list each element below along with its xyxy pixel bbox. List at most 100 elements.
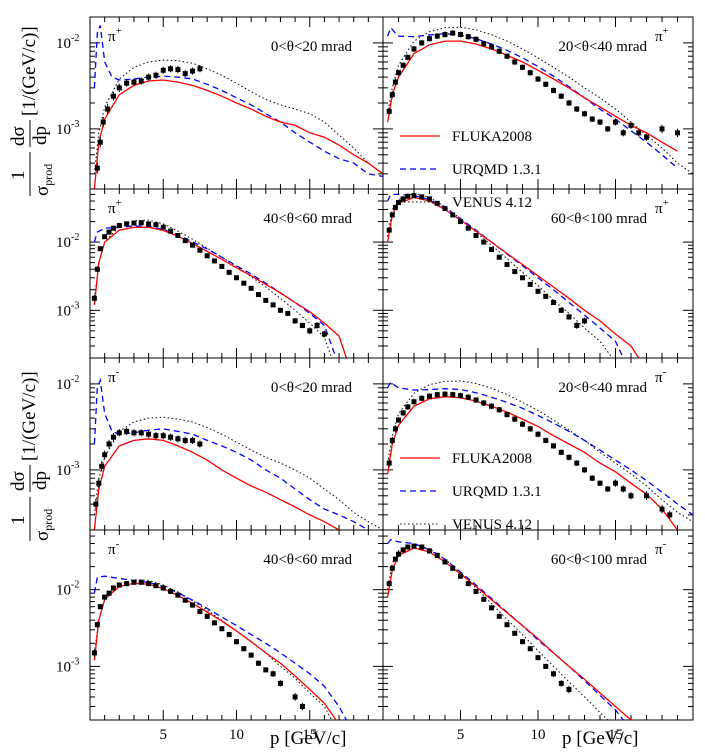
y-ticks	[383, 357, 693, 531]
data-points	[91, 220, 327, 338]
data-point	[589, 475, 595, 481]
fluka-curve	[93, 438, 340, 530]
data-point	[535, 288, 541, 294]
legend-bottom: FLUKA2008 URQMD 1.3.1 VENUS 4.12	[400, 451, 542, 533]
fluka-curve	[386, 40, 678, 152]
model-curves	[386, 380, 693, 530]
fluka-curve	[93, 226, 348, 358]
y-title-dsigma: dσ	[8, 471, 29, 491]
data-point	[93, 501, 99, 507]
x-tick-label: 10	[229, 727, 244, 743]
legend-urqmd-label: URQMD 1.3.1	[452, 484, 542, 500]
data-point	[605, 486, 611, 492]
data-point	[160, 585, 166, 591]
y-tick-label: 10-2	[56, 33, 79, 52]
y-title-dp: dp	[30, 126, 51, 145]
data-point	[597, 480, 603, 486]
data-point	[146, 74, 152, 80]
x-tick-label: 5	[457, 727, 465, 743]
data-point	[442, 391, 448, 397]
particle-label: π-	[655, 538, 667, 558]
data-point	[527, 70, 533, 76]
data-point	[124, 428, 130, 434]
data-point	[504, 53, 510, 59]
data-point	[160, 433, 166, 439]
data-point	[389, 212, 395, 218]
data-point	[219, 626, 225, 632]
data-point	[489, 246, 494, 252]
data-point	[520, 421, 525, 427]
data-points	[386, 30, 680, 141]
data-point	[442, 32, 448, 38]
legend-venus-label: VENUS 4.12	[452, 195, 532, 211]
data-point	[124, 581, 130, 587]
data-point	[241, 646, 247, 652]
data-point	[314, 322, 320, 328]
panel-pim_40_60: 10-3 10-2 5 10 15 40<θ<60 mrad π-	[56, 529, 384, 743]
data-point	[558, 93, 564, 99]
data-point	[400, 196, 406, 202]
data-points	[93, 427, 203, 510]
y-tick-exponent: -3	[71, 300, 79, 311]
data-point	[197, 441, 203, 447]
angle-label: 20<θ<40 mrad	[558, 380, 647, 396]
data-point	[496, 48, 502, 54]
x-tick-label: 5	[160, 727, 168, 743]
data-point	[405, 544, 411, 550]
data-point	[212, 620, 218, 626]
data-point	[504, 622, 510, 628]
data-point	[190, 68, 196, 74]
venus-curve	[387, 380, 693, 523]
particle-charge: -	[116, 366, 120, 378]
data-point	[396, 70, 401, 76]
data-point	[496, 407, 502, 413]
x-ticks	[398, 358, 678, 530]
particle-label: π+	[108, 197, 122, 217]
data-point	[574, 460, 580, 466]
data-point	[168, 434, 174, 440]
data-point	[434, 552, 440, 558]
data-point	[102, 594, 108, 600]
model-curves	[93, 219, 348, 358]
particle-charge: +	[116, 25, 122, 37]
model-curves	[386, 26, 693, 175]
data-point	[248, 285, 254, 291]
data-point	[138, 78, 144, 84]
data-point	[94, 165, 100, 171]
urqmd-curve	[93, 377, 369, 530]
data-point	[450, 392, 456, 398]
data-point	[204, 253, 210, 259]
particle-label: π-	[655, 366, 667, 386]
data-point	[450, 212, 456, 218]
venus-curve	[93, 219, 333, 358]
data-point	[97, 246, 103, 252]
particle-charge: +	[663, 197, 669, 209]
panel-pip_40_60: 10-3 10-2 40<θ<60 mrad π+	[56, 188, 384, 359]
data-point	[106, 441, 112, 447]
data-point	[427, 36, 432, 42]
data-point	[512, 269, 518, 275]
data-point	[458, 393, 463, 399]
data-point	[396, 551, 401, 557]
data-point	[489, 403, 494, 409]
y-tick-label: 10-3	[56, 656, 79, 675]
data-point	[520, 639, 525, 645]
y-tick-exponent: -2	[71, 580, 79, 591]
x-tick-label: 10	[531, 727, 546, 743]
urqmd-curve	[93, 575, 347, 720]
data-point	[543, 663, 549, 669]
data-point	[102, 452, 108, 458]
data-point	[419, 544, 425, 550]
data-point	[458, 573, 463, 579]
data-point	[212, 258, 218, 264]
fluka-curve	[386, 396, 679, 530]
panel-pip_20_40: 20<θ<40 mrad π+	[382, 16, 694, 190]
data-point	[473, 36, 479, 42]
data-point	[110, 93, 116, 99]
data-point	[512, 59, 518, 65]
data-point	[124, 221, 130, 227]
data-point	[168, 588, 174, 594]
data-point	[138, 430, 144, 436]
data-point	[110, 225, 116, 231]
y-title-dsigma: dσ	[8, 126, 29, 146]
